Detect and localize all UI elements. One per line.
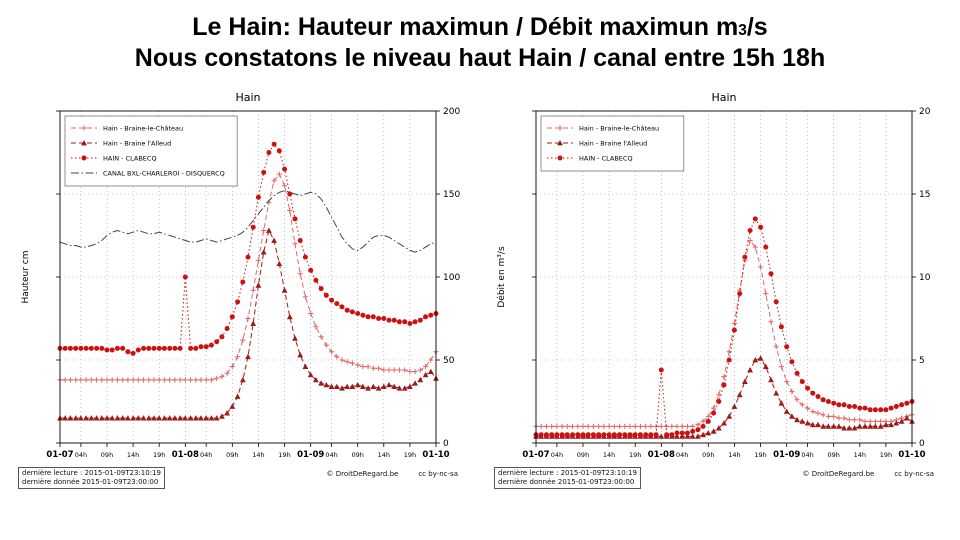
chart-panel-debit: 0 5 10 15 20 01-07 04h 09h 14h 19h 01-08 04h 09h 14h 1… xyxy=(492,87,944,490)
svg-text:04h: 04h xyxy=(801,451,813,459)
series-hain-clabecq xyxy=(533,216,915,438)
svg-text:14h: 14h xyxy=(252,451,264,459)
svg-text:Hain: Hain xyxy=(235,91,260,104)
svg-text:14h: 14h xyxy=(854,451,866,459)
series-canal-bxl-charleroi-disquercq xyxy=(59,190,437,253)
credit: © DroitDeRegard.be cc by-nc-sa xyxy=(327,470,458,478)
svg-text:09h: 09h xyxy=(828,451,840,459)
credit-license: cc by-nc-sa xyxy=(418,470,458,478)
svg-text:04h: 04h xyxy=(200,451,212,459)
svg-text:19h: 19h xyxy=(404,451,416,459)
svg-text:04h: 04h xyxy=(75,451,87,459)
svg-text:04h: 04h xyxy=(325,451,337,459)
credit-site: © DroitDeRegard.be xyxy=(802,470,875,478)
svg-text:01-09: 01-09 xyxy=(773,450,800,460)
svg-text:0: 0 xyxy=(443,439,449,449)
derniere-lecture: dernière lecture : 2015-01-09T23:10:19 xyxy=(498,469,637,477)
svg-text:01-07: 01-07 xyxy=(46,450,73,460)
svg-text:09h: 09h xyxy=(702,451,714,459)
svg-text:Hain - Braine l'Alleud: Hain - Braine l'Alleud xyxy=(103,140,171,148)
svg-text:150: 150 xyxy=(443,190,460,200)
derniere-donnee: dernière donnée 2015-01-09T23:00:00 xyxy=(498,478,635,487)
data-timestamps: dernière lecture : 2015-01-09T23:10:19 d… xyxy=(494,467,641,490)
series-hain-braine-l-alleud xyxy=(57,227,439,421)
svg-text:09h: 09h xyxy=(226,451,238,459)
svg-text:19h: 19h xyxy=(629,451,641,459)
title-line-2: Nous constatons le niveau haut Hain / ca… xyxy=(134,43,826,72)
credit-site: © DroitDeRegard.be xyxy=(326,470,399,478)
credit-license: cc by-nc-sa xyxy=(894,470,934,478)
svg-text:14h: 14h xyxy=(378,451,390,459)
title-line1-suffix: /s xyxy=(746,13,768,41)
gridlines xyxy=(536,111,912,443)
chart-panel-hauteur: 0 50 100 150 200 01-07 04h 09h 14h 19h 01-08 04h 09h… xyxy=(16,87,468,490)
svg-text:19h: 19h xyxy=(153,451,165,459)
derniere-donnee: dernière donnée 2015-01-09T23:00:00 xyxy=(22,478,159,487)
svg-text:01-08: 01-08 xyxy=(172,450,199,460)
svg-text:01-07: 01-07 xyxy=(522,450,549,460)
svg-text:14h: 14h xyxy=(127,451,139,459)
svg-text:09h: 09h xyxy=(101,451,113,459)
svg-text:01-09: 01-09 xyxy=(297,450,324,460)
series-hain-braine-l-alleud xyxy=(533,355,915,439)
svg-text:09h: 09h xyxy=(352,451,364,459)
title-line1-text: Le Hain: Hauteur maximun / Débit maximun… xyxy=(192,13,739,41)
svg-text:100: 100 xyxy=(443,273,460,283)
svg-text:HAIN - CLABECQ: HAIN - CLABECQ xyxy=(103,155,157,163)
svg-text:01-10: 01-10 xyxy=(898,450,925,460)
title-line-1: Le Hain: Hauteur maximun / Débit maximun… xyxy=(0,12,960,43)
svg-text:19h: 19h xyxy=(754,451,766,459)
charts-row: 0 50 100 150 200 01-07 04h 09h 14h 19h 01-08 04h 09h… xyxy=(0,87,960,490)
svg-text:01-10: 01-10 xyxy=(422,450,449,460)
svg-text:Hauteur cm: Hauteur cm xyxy=(21,250,31,303)
svg-text:15: 15 xyxy=(919,190,930,200)
svg-text:19h: 19h xyxy=(880,451,892,459)
svg-text:5: 5 xyxy=(919,356,925,366)
derniere-lecture: dernière lecture : 2015-01-09T23:10:19 xyxy=(22,469,161,477)
series-hain-braine-le-ch-teau xyxy=(533,237,915,429)
svg-text:01-08: 01-08 xyxy=(648,450,675,460)
svg-text:Débit en m³/s: Débit en m³/s xyxy=(496,246,507,308)
svg-text:09h: 09h xyxy=(577,451,589,459)
data-timestamps: dernière lecture : 2015-01-09T23:10:19 d… xyxy=(18,467,165,490)
series-hain-clabecq xyxy=(57,141,439,356)
svg-text:19h: 19h xyxy=(278,451,290,459)
svg-text:200: 200 xyxy=(443,107,460,117)
svg-text:14h: 14h xyxy=(728,451,740,459)
svg-text:10: 10 xyxy=(919,273,931,283)
series-hain-braine-le-ch-teau xyxy=(57,171,439,383)
svg-text:04h: 04h xyxy=(551,451,563,459)
svg-text:20: 20 xyxy=(919,107,931,117)
svg-text:0: 0 xyxy=(919,439,925,449)
slide-title: Le Hain: Hauteur maximun / Débit maximun… xyxy=(0,0,960,73)
chart-footer: dernière lecture : 2015-01-09T23:10:19 d… xyxy=(16,467,468,490)
credit: © DroitDeRegard.be cc by-nc-sa xyxy=(803,470,934,478)
title-line1-sub: 3 xyxy=(738,22,747,39)
svg-text:04h: 04h xyxy=(676,451,688,459)
svg-text:CANAL BXL-CHARLEROI - DISQUERC: CANAL BXL-CHARLEROI - DISQUERCQ xyxy=(103,170,225,178)
legend: Hain - Braine-le-Château Hain - Braine l'… xyxy=(64,115,238,187)
svg-text:50: 50 xyxy=(443,356,455,366)
svg-text:Hain - Braine-le-Château: Hain - Braine-le-Château xyxy=(103,125,183,133)
svg-text:Hain - Braine-le-Château: Hain - Braine-le-Château xyxy=(579,125,659,133)
svg-text:Hain - Braine l'Alleud: Hain - Braine l'Alleud xyxy=(579,140,647,148)
svg-text:Hain: Hain xyxy=(711,91,736,104)
legend: Hain - Braine-le-Château Hain - Braine l'… xyxy=(540,115,685,172)
chart-footer: dernière lecture : 2015-01-09T23:10:19 d… xyxy=(492,467,944,490)
svg-text:HAIN - CLABECQ: HAIN - CLABECQ xyxy=(579,155,633,163)
svg-text:14h: 14h xyxy=(603,451,615,459)
